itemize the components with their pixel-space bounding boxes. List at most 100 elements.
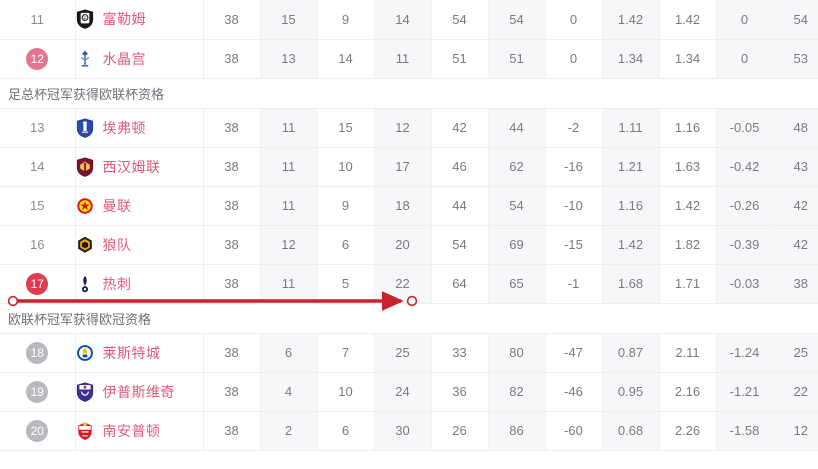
team-cell[interactable]: 埃弗顿 <box>75 108 204 148</box>
cell-goal-diff: 0 <box>545 0 603 40</box>
cell-goals-against: 62 <box>488 147 546 187</box>
cell-drawn: 7 <box>317 333 375 373</box>
everton-crest-icon <box>76 117 94 138</box>
cell-ga-per-game: 2.11 <box>659 333 717 373</box>
crystal-palace-crest-icon <box>76 49 94 69</box>
ipswich-crest-icon <box>76 381 94 402</box>
cell-goals-for: 26 <box>431 411 489 451</box>
cell-drawn: 5 <box>317 264 375 304</box>
rank-number: 13 <box>30 120 45 135</box>
cell-lost: 20 <box>374 225 432 265</box>
cell-ga-per-game: 1.42 <box>659 0 717 40</box>
cell-gf-per-game: 1.42 <box>602 225 660 265</box>
cell-goal-diff: 0 <box>545 39 603 79</box>
rank-cell: 11 <box>0 0 76 40</box>
cell-gf-per-game: 1.42 <box>602 0 660 40</box>
rank-badge: 19 <box>26 380 49 403</box>
cell-goals-for: 42 <box>431 108 489 148</box>
cell-gf-per-game: 0.87 <box>602 333 660 373</box>
team-cell[interactable]: 南安普顿 <box>75 411 204 451</box>
cell-played: 38 <box>203 225 261 265</box>
team-name: 富勒姆 <box>102 11 146 28</box>
team-cell[interactable]: 莱斯特城 <box>75 333 204 373</box>
cell-goal-diff: -10 <box>545 186 603 226</box>
cell-played: 38 <box>203 264 261 304</box>
cell-played: 38 <box>203 333 261 373</box>
cell-points: 42 <box>773 186 818 226</box>
cell-won: 13 <box>260 39 318 79</box>
cell-lost: 18 <box>374 186 432 226</box>
cell-drawn: 15 <box>317 108 375 148</box>
cell-gf-per-game: 0.68 <box>602 411 660 451</box>
cell-goal-diff: -1 <box>545 264 603 304</box>
cell-lost: 14 <box>374 0 432 40</box>
rank-cell: 12 <box>0 39 76 79</box>
team-name: 南安普顿 <box>102 422 161 439</box>
cell-points: 22 <box>773 372 818 412</box>
cell-goal-diff: -47 <box>545 333 603 373</box>
cell-drawn: 9 <box>317 186 375 226</box>
cell-points: 38 <box>773 264 818 304</box>
cell-played: 38 <box>203 372 261 412</box>
team-cell[interactable]: F 富勒姆 <box>75 0 204 40</box>
team-cell[interactable]: 水晶宫 <box>75 39 204 79</box>
cell-drawn: 10 <box>317 372 375 412</box>
table-row[interactable]: 15 曼联 38 11 9 18 44 54 -10 1.16 1.42 -0.26 42 <box>0 186 818 226</box>
cell-ga-per-game: 2.26 <box>659 411 717 451</box>
cell-goal-diff: -16 <box>545 147 603 187</box>
team-cell[interactable]: 伊普斯维奇 <box>75 372 204 412</box>
cell-goals-for: 54 <box>431 0 489 40</box>
table-row[interactable]: 20 南安普顿 38 2 6 30 26 86 -60 0.68 2.26 -1.58 12 <box>0 411 818 451</box>
table-row[interactable]: 13 埃弗顿 38 11 15 12 42 44 -2 1.11 1.16 -0.05 48 <box>0 108 818 148</box>
cell-points: 54 <box>773 0 818 40</box>
cell-goals-against: 54 <box>488 186 546 226</box>
cell-played: 38 <box>203 147 261 187</box>
cell-points: 53 <box>773 39 818 79</box>
cell-gf-per-game: 1.68 <box>602 264 660 304</box>
southampton-crest-icon <box>76 421 94 441</box>
team-cell[interactable]: 热刺 <box>75 264 204 304</box>
cell-goals-for: 46 <box>431 147 489 187</box>
cell-played: 38 <box>203 108 261 148</box>
team-cell[interactable]: 曼联 <box>75 186 204 226</box>
cell-gd-per-game: -1.58 <box>716 411 774 451</box>
cell-drawn: 6 <box>317 225 375 265</box>
cell-points: 48 <box>773 108 818 148</box>
cell-goals-for: 36 <box>431 372 489 412</box>
cell-goals-against: 54 <box>488 0 546 40</box>
table-row[interactable]: 12 水晶宫 38 13 14 11 51 51 0 1.34 1.34 0 53 <box>0 39 818 79</box>
tottenham-crest-icon <box>76 274 94 294</box>
rank-badge: 18 <box>26 341 49 364</box>
cell-lost: 17 <box>374 147 432 187</box>
team-name: 水晶宫 <box>102 50 146 67</box>
rank-cell: 14 <box>0 147 76 187</box>
rank-cell: 16 <box>0 225 76 265</box>
rank-badge: 20 <box>26 419 49 442</box>
table-row[interactable]: 18 莱斯特城 38 6 7 25 33 80 -47 0.87 2.11 -1.24 25 <box>0 333 818 373</box>
cell-won: 11 <box>260 264 318 304</box>
table-row[interactable]: 11 F 富勒姆 38 15 9 14 54 54 0 1.42 1.42 0 54 <box>0 0 818 40</box>
cell-gd-per-game: 0 <box>716 39 774 79</box>
team-cell[interactable]: 西汉姆联 <box>75 147 204 187</box>
table-row[interactable]: 19 伊普斯维奇 38 4 10 24 36 82 -46 0.95 2.16 -1.21 22 <box>0 372 818 412</box>
team-cell[interactable]: 狼队 <box>75 225 204 265</box>
cell-ga-per-game: 1.16 <box>659 108 717 148</box>
team-name: 莱斯特城 <box>102 344 161 361</box>
cell-gd-per-game: -0.39 <box>716 225 774 265</box>
table-row[interactable]: 17 热刺 38 11 5 22 64 65 -1 1.68 1.71 -0.03 38 <box>0 264 818 304</box>
table-row[interactable]: 14 西汉姆联 38 11 10 17 46 62 -16 1.21 1.63 -0.42 43 <box>0 147 818 187</box>
cell-won: 11 <box>260 147 318 187</box>
rank-badge: 12 <box>26 47 49 70</box>
cell-lost: 24 <box>374 372 432 412</box>
table-row[interactable]: 16 狼队 38 12 6 20 54 69 -15 1.42 1.82 -0.39 42 <box>0 225 818 265</box>
cell-gd-per-game: -0.26 <box>716 186 774 226</box>
cell-drawn: 10 <box>317 147 375 187</box>
cell-points: 12 <box>773 411 818 451</box>
cell-goals-for: 51 <box>431 39 489 79</box>
cell-won: 2 <box>260 411 318 451</box>
qualification-section-note: 足总杯冠军获得欧联杯资格 <box>0 77 818 109</box>
team-name: 狼队 <box>102 236 132 253</box>
team-name: 曼联 <box>102 197 132 214</box>
cell-gf-per-game: 1.11 <box>602 108 660 148</box>
cell-played: 38 <box>203 39 261 79</box>
